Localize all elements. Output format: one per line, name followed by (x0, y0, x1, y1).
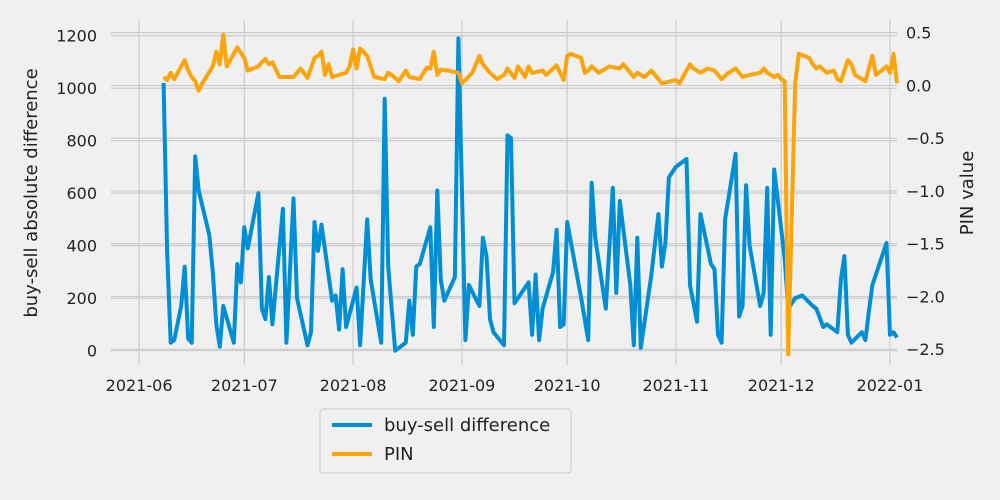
x-tick-label: 2021-08 (320, 376, 387, 395)
y2-axis-ticks: 0.5 0.0 −0.5 −1.0 −1.5 −2.0 −2.5 (906, 24, 945, 360)
x-tick-label: 2021-06 (106, 376, 173, 395)
x-tick-label: 2021-09 (428, 376, 495, 395)
x-axis-ticks: 2021-06 2021-07 2021-08 2021-09 2021-10 2021-… (106, 376, 924, 395)
y-tick-label: 800 (66, 132, 97, 151)
y-tick-label: 0 (87, 342, 97, 361)
y2-axis-label: PIN value (957, 151, 978, 236)
legend: buy-sell difference PIN (319, 408, 572, 474)
x-tick-label: 2021-12 (748, 376, 815, 395)
x-tick-label: 2021-11 (643, 376, 710, 395)
legend-box (319, 408, 572, 474)
legend-label: PIN (384, 444, 414, 465)
legend-label: buy-sell difference (384, 415, 550, 436)
y-tick-label: 1000 (56, 79, 97, 98)
y-axis-ticks: 0 200 400 600 800 1000 1200 (56, 27, 97, 361)
series-line-pin (162, 32, 899, 357)
y-tick-label: 600 (66, 184, 97, 203)
y2-tick-label: −0.5 (906, 129, 945, 148)
y-tick-label: 400 (66, 237, 97, 256)
y2-tick-label: −2.5 (906, 340, 945, 359)
y-tick-label: 200 (66, 289, 97, 308)
y-tick-label: 1200 (56, 27, 97, 46)
y2-tick-label: −1.5 (906, 235, 945, 254)
y2-tick-label: −2.0 (906, 287, 945, 306)
x-tick-label: 2022-01 (857, 376, 924, 395)
series-line-buy-sell-difference (161, 36, 899, 353)
y-axis-label: buy-sell absolute difference (21, 68, 42, 317)
y2-tick-label: 0.0 (906, 76, 931, 95)
x-tick-label: 2021-07 (211, 376, 278, 395)
y2-tick-label: 0.5 (906, 24, 931, 43)
y2-tick-label: −1.0 (906, 182, 945, 201)
x-tick-label: 2021-10 (534, 376, 601, 395)
series-lines (161, 32, 899, 357)
